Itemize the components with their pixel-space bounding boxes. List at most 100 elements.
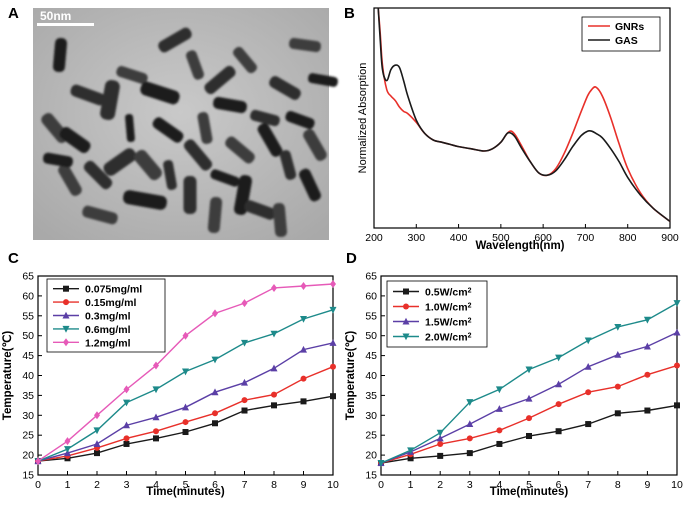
data-point	[152, 413, 160, 421]
x-tick-label: 6	[212, 479, 218, 491]
data-point	[270, 330, 278, 338]
data-point	[673, 328, 681, 336]
y-tick-label: 60	[365, 290, 377, 302]
legend-label: 0.3mg/ml	[85, 311, 131, 323]
nanorod	[82, 205, 118, 225]
legend-marker	[62, 325, 70, 333]
x-tick-label: 1	[65, 479, 71, 491]
x-tick-label: 6	[556, 479, 562, 491]
nanorod	[207, 196, 223, 234]
data-point	[212, 309, 218, 318]
data-point	[496, 440, 503, 447]
data-point	[300, 281, 307, 290]
x-tick-label: 900	[661, 232, 679, 244]
data-point	[93, 427, 101, 435]
nanorod	[183, 176, 197, 214]
data-point	[182, 419, 189, 426]
y-tick-label: 50	[22, 330, 34, 342]
legend-label: 2.0W/cm2	[425, 332, 472, 344]
x-tick-label: 3	[467, 479, 473, 491]
data-point	[300, 375, 307, 382]
data-point	[466, 399, 474, 406]
legend-marker	[62, 311, 70, 319]
data-point	[555, 428, 562, 435]
data-point	[123, 421, 130, 429]
x-tick-label: 700	[577, 232, 595, 244]
x-tick-label: 3	[124, 479, 130, 491]
data-point	[211, 356, 219, 364]
data-point	[182, 403, 189, 411]
y-tick-label: 40	[22, 370, 34, 382]
data-point	[555, 354, 563, 362]
data-point	[614, 410, 621, 417]
data-point	[300, 345, 307, 353]
x-tick-label: 200	[365, 232, 383, 244]
data-point	[585, 421, 592, 428]
nanorod	[83, 160, 113, 190]
data-point	[153, 435, 159, 442]
data-point	[495, 386, 503, 394]
tem-micrograph: 50nm	[33, 8, 338, 240]
nanorod	[123, 190, 167, 210]
data-point	[437, 452, 444, 459]
nanorod	[303, 129, 327, 161]
x-tick-label: 4	[153, 479, 159, 491]
nanorod	[125, 113, 135, 143]
y-tick-label: 35	[22, 390, 34, 402]
x-tick-label: 7	[242, 479, 248, 491]
data-point	[407, 447, 415, 455]
y-tick-label: 30	[22, 410, 34, 422]
panel-letter-b: B	[344, 5, 355, 22]
y-tick-label: 25	[22, 430, 34, 442]
series-2.0w-cm	[377, 300, 681, 467]
data-point	[241, 378, 248, 386]
data-point	[330, 393, 336, 400]
nanorod	[185, 50, 205, 80]
x-tick-label: 0	[35, 479, 41, 491]
legend-label: 0.5W/cm2	[425, 287, 472, 299]
data-point	[182, 368, 189, 376]
x-axis-label: Wavelength(nm)	[475, 240, 564, 252]
data-point	[93, 440, 101, 447]
legend-label: 0.6mg/ml	[85, 324, 131, 336]
x-tick-label: 2	[437, 479, 443, 491]
nanorod	[308, 73, 338, 87]
x-tick-label: 600	[534, 232, 552, 244]
panel-letter-a: A	[8, 5, 19, 22]
data-point	[123, 435, 130, 442]
nanorod	[158, 27, 192, 53]
nanorod	[257, 123, 283, 157]
nanorod	[100, 79, 120, 121]
data-point	[436, 434, 444, 442]
data-point	[182, 429, 189, 436]
data-point	[526, 415, 532, 422]
legend-box	[581, 16, 661, 52]
concentration-temperature-chart: 0 1 2 3 4 5 6 7 8 9 101520253035404550556065Time(m…	[1, 271, 339, 499]
nanorod	[225, 136, 255, 164]
series-line	[37, 366, 334, 462]
scale-bar-label: 50nm	[40, 9, 71, 23]
nanorod	[204, 65, 236, 95]
nanorod	[163, 160, 177, 190]
nanorod	[288, 37, 322, 53]
data-point	[496, 427, 503, 434]
nanorod	[59, 127, 91, 153]
legend: GNRs GAS	[581, 16, 661, 52]
y-tick-label: 40	[365, 370, 377, 382]
x-tick-label: 5	[183, 479, 189, 491]
data-point	[64, 437, 71, 446]
x-tick-label: 2	[94, 479, 100, 491]
data-point	[329, 306, 337, 314]
legend-label: 1.0W/cm2	[425, 302, 472, 314]
data-point	[270, 364, 278, 372]
data-point	[644, 371, 651, 378]
data-point	[94, 411, 100, 420]
data-point	[330, 363, 336, 370]
series-line	[37, 342, 334, 462]
nanorod	[134, 149, 162, 181]
nanorod	[103, 148, 137, 176]
scale-bar	[37, 23, 94, 26]
legend-label: 1.2mg/ml	[85, 337, 131, 349]
data-point	[614, 323, 622, 331]
series-0.5w-cm	[378, 402, 680, 467]
